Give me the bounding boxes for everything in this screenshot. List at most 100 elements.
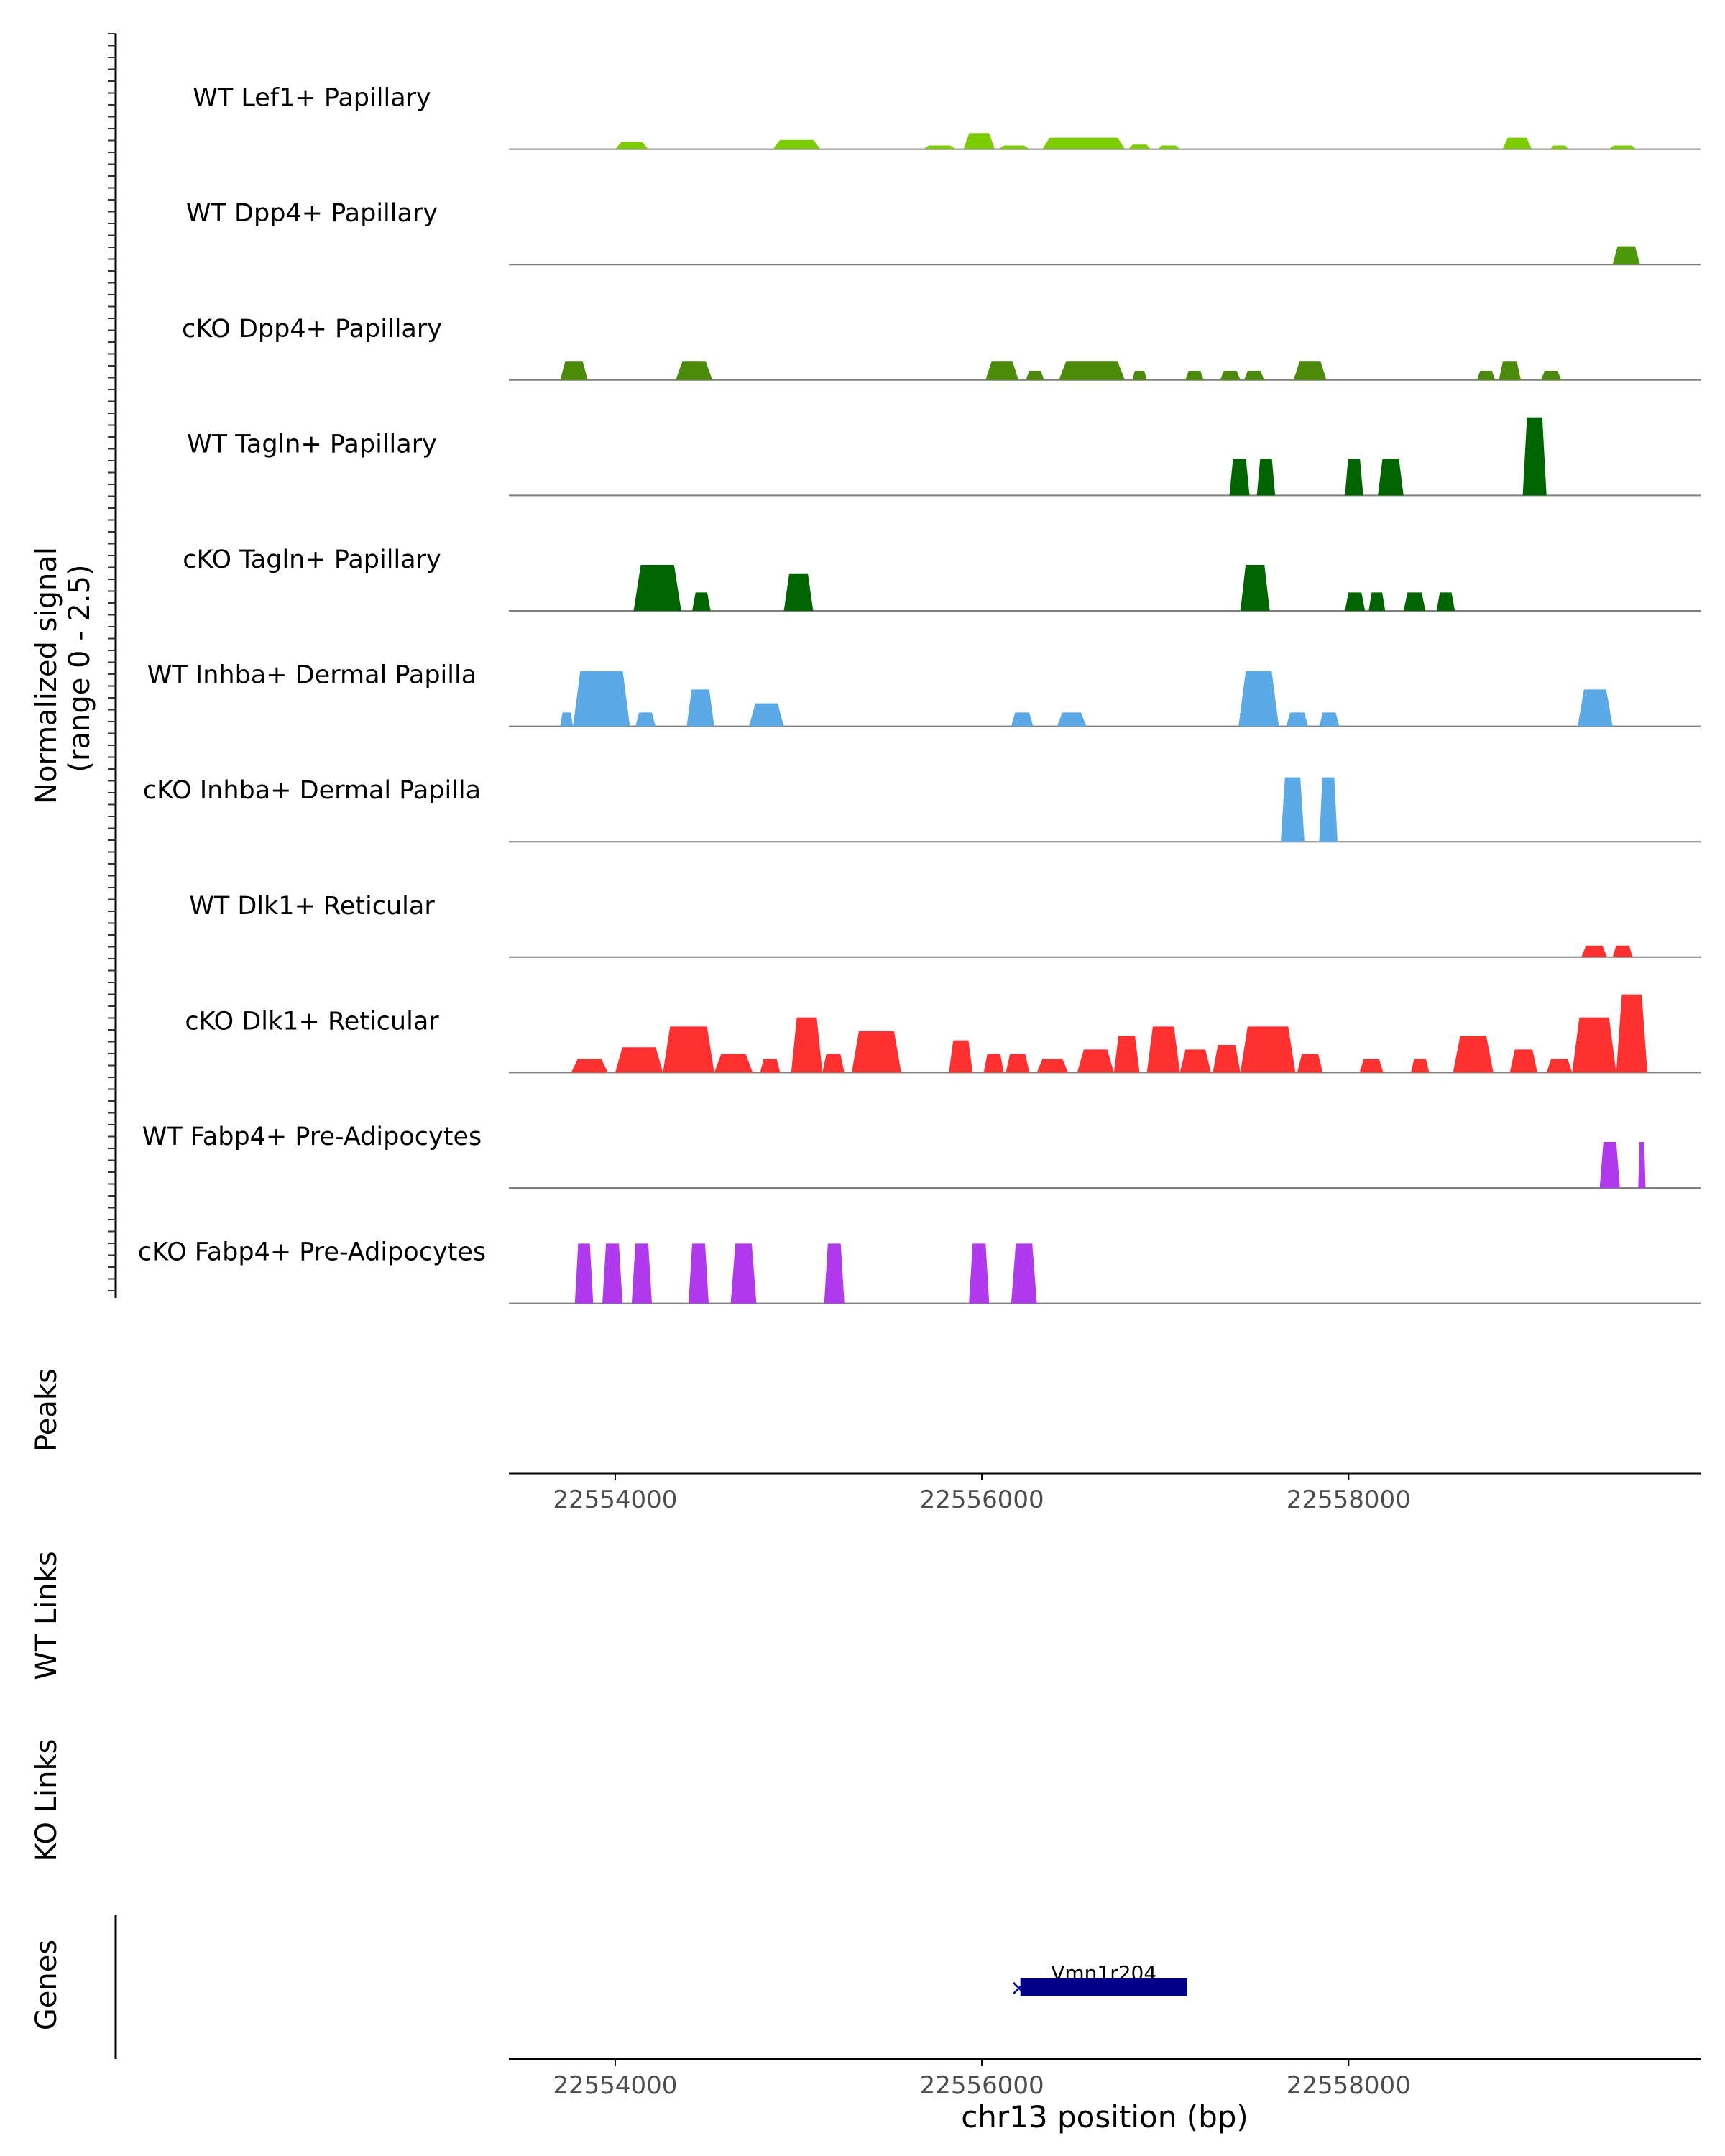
signal-peak [749,703,784,727]
signal-peak [773,139,821,149]
x-tick-label: 22554000 [553,1485,677,1514]
peaks-x-axis: 22554000 22556000 22558000 [509,1472,1701,1514]
signal-peak [1411,1059,1430,1073]
genes-row-label: Genes [30,1940,63,2030]
track-label: cKO Fabp4+ Pre-Adipocytes [138,1238,486,1267]
track-label: cKO Tagln+ Papillary [183,545,441,574]
signal-peak [574,1243,594,1304]
signal-peak [633,565,681,611]
signal-peak [1293,361,1327,380]
gene-strand-marker: × [1010,1976,1028,2001]
signal-peak [1006,1054,1030,1073]
signal-peak [1599,1142,1620,1188]
signal-peak [663,1026,714,1073]
track-0: WT Lef1+ Papillary [193,84,1701,150]
signal-peak [573,671,630,727]
signal-peak [730,1243,757,1304]
track-1: WT Dpp4+ Papillary [186,199,1701,266]
track-label: cKO Dlk1+ Reticular [185,1007,439,1036]
track-label: WT Inhba+ Dermal Papilla [147,661,477,690]
signal-peak [949,1040,973,1073]
signal-peak [1502,137,1532,149]
signal-peak [1240,1026,1296,1073]
signal-peak [1146,1026,1180,1073]
signal-peak [791,1017,823,1073]
signal-peak [1238,671,1279,727]
signal-peak [1113,1036,1140,1073]
track-5: WT Inhba+ Dermal Papilla [147,661,1701,727]
signal-peak [998,145,1030,149]
signal-peak [1132,371,1147,380]
track-label: WT Dpp4+ Papillary [186,199,438,228]
track-2: cKO Dpp4+ Papillary [182,315,1701,381]
gene-body [1020,1978,1187,1996]
gene-x-axis: 22554000 22556000 22558000 [509,2058,1701,2100]
signal-peak [1612,945,1633,957]
signal-peak [635,712,656,727]
peaks-row-label: Peaks [30,1368,63,1452]
signal-peak [1240,565,1270,611]
track-8: cKO Dlk1+ Reticular [185,994,1701,1074]
signal-peak [560,361,588,380]
signal-peak [1578,689,1613,727]
signal-peak [1368,592,1386,611]
signal-peak [1256,459,1276,496]
track-label: WT Dlk1+ Reticular [189,892,435,921]
signal-peak [1297,1054,1323,1073]
y-axis-range-label: (range 0 - 2.5) [63,564,96,772]
signal-peak [714,1054,753,1073]
signal-peak [1509,1049,1537,1073]
signal-peak [615,1047,663,1073]
signal-peak [1581,945,1607,957]
signal-peak [1345,459,1363,496]
signal-peak [676,361,713,380]
signal-peak [1436,592,1455,611]
signal-peak [686,689,714,727]
signal-peak [1541,371,1562,380]
track-label: cKO Dpp4+ Papillary [182,315,442,344]
signal-peak [1059,361,1126,380]
signal-peak [1403,592,1426,611]
track-10: cKO Fabp4+ Pre-Adipocytes [138,1238,1701,1304]
signal-peak [1359,1059,1384,1073]
x-tick-label: 22556000 [920,2071,1044,2100]
signal-peak [631,1243,652,1304]
signal-peak [1476,371,1496,380]
signal-peak [571,1059,608,1073]
track-9: WT Fabp4+ Pre-Adipocytes [142,1123,1701,1189]
x-tick-label: 22554000 [553,2071,677,2100]
signal-peak [1280,777,1305,842]
signal-peak [560,712,574,727]
signal-peak [822,1054,845,1073]
ko-links-row-label: KO Links [30,1739,63,1862]
wt-links-row-label: WT Links [30,1551,63,1680]
signal-peak [1616,994,1647,1073]
signal-peak [1011,1243,1037,1304]
signal-peak [1213,1045,1241,1073]
signal-peak [1179,1049,1211,1073]
y-axis-label: Normalized signal [30,547,63,804]
signal-peak [1319,777,1338,842]
track-label: WT Lef1+ Papillary [193,84,431,113]
signal-peak [1522,417,1547,496]
track-4: cKO Tagln+ Papillary [183,545,1701,612]
signal-peak [1158,145,1180,149]
signal-peak [1026,371,1044,380]
signal-peak [1036,1059,1068,1073]
signal-tracks: WT Lef1+ Papillary WT Dpp4+ Papillary cKO … [138,84,1701,1304]
signal-peak [689,1243,709,1304]
track-3: WT Tagln+ Papillary [187,417,1701,497]
signal-peak [824,1243,845,1304]
signal-peak [760,1059,781,1073]
signal-peak [1286,712,1309,727]
signal-peak [1243,371,1264,380]
signal-peak [1546,1059,1573,1073]
signal-peak [602,1243,623,1304]
signal-peak [1609,145,1637,149]
track-label: WT Fabp4+ Pre-Adipocytes [142,1123,482,1151]
signal-y-axis [108,33,117,1298]
signal-peak [1077,1049,1114,1073]
signal-peak [1011,712,1034,727]
track-7: WT Dlk1+ Reticular [189,892,1701,958]
signal-peak [852,1031,901,1073]
